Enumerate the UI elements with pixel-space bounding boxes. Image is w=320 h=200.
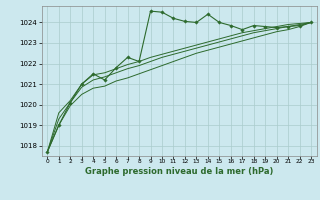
- X-axis label: Graphe pression niveau de la mer (hPa): Graphe pression niveau de la mer (hPa): [85, 167, 273, 176]
